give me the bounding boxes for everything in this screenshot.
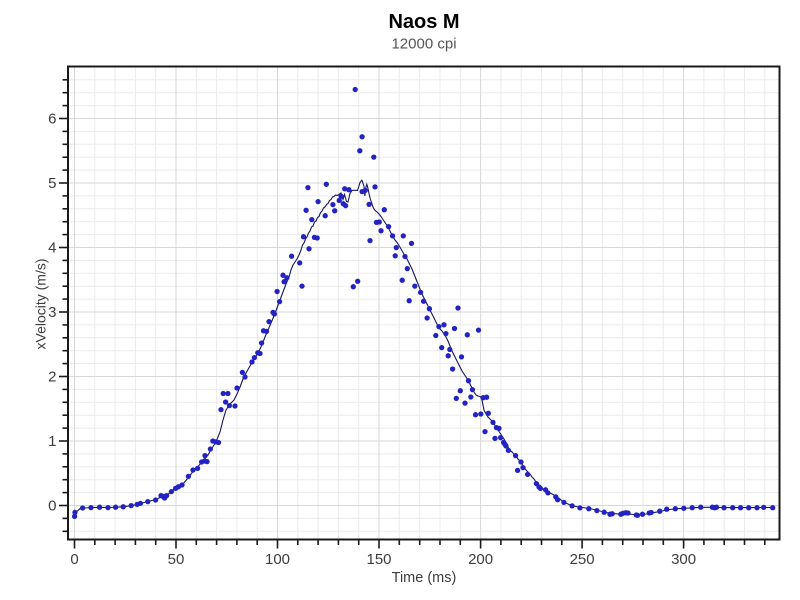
svg-text:250: 250 [570,551,595,568]
svg-text:50: 50 [168,551,185,568]
svg-text:150: 150 [366,551,391,568]
svg-text:3: 3 [48,304,56,321]
svg-text:0: 0 [48,498,56,515]
svg-text:2: 2 [48,369,56,386]
svg-text:4: 4 [48,240,56,257]
svg-text:0: 0 [70,551,78,568]
svg-text:Naos M: Naos M [388,11,459,33]
svg-text:200: 200 [468,551,493,568]
svg-text:1: 1 [48,433,56,450]
svg-text:xVelocity (m/s): xVelocity (m/s) [33,258,49,349]
svg-text:12000 cpi: 12000 cpi [391,36,456,53]
svg-text:100: 100 [265,551,290,568]
svg-text:5: 5 [48,175,56,192]
svg-text:300: 300 [671,551,696,568]
svg-text:Time (ms): Time (ms) [392,570,457,586]
svg-text:6: 6 [48,111,56,128]
